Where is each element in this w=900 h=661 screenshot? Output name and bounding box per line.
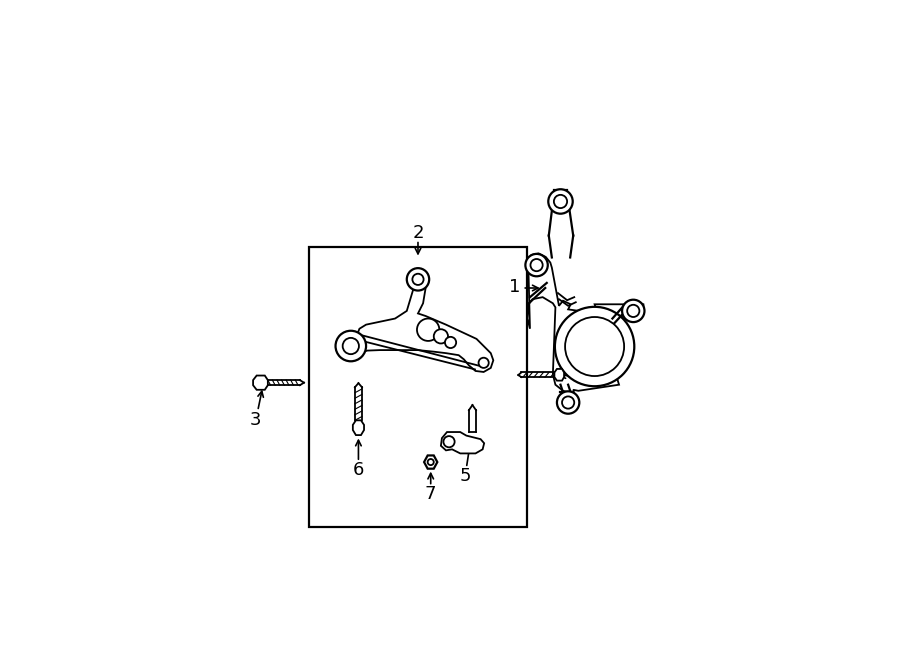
Polygon shape: [424, 455, 437, 469]
Circle shape: [554, 195, 567, 208]
Circle shape: [407, 268, 429, 291]
Circle shape: [548, 189, 572, 214]
Circle shape: [627, 305, 639, 317]
Circle shape: [336, 330, 366, 362]
Circle shape: [417, 319, 439, 341]
Polygon shape: [554, 369, 564, 381]
Text: 5: 5: [459, 467, 471, 485]
Circle shape: [412, 274, 424, 285]
Circle shape: [526, 254, 548, 276]
Circle shape: [343, 338, 359, 354]
Circle shape: [557, 391, 580, 414]
Text: 6: 6: [353, 461, 364, 479]
Bar: [309, 247, 527, 527]
Polygon shape: [253, 375, 268, 390]
Circle shape: [428, 459, 434, 465]
Circle shape: [444, 436, 454, 447]
Circle shape: [434, 329, 448, 344]
Polygon shape: [353, 420, 364, 435]
Circle shape: [445, 337, 456, 348]
Circle shape: [530, 259, 543, 271]
Polygon shape: [526, 253, 644, 393]
Circle shape: [565, 317, 624, 376]
Circle shape: [562, 397, 574, 408]
Circle shape: [555, 307, 634, 386]
Circle shape: [622, 299, 644, 322]
Text: 7: 7: [425, 485, 436, 503]
Text: 3: 3: [249, 411, 261, 430]
Polygon shape: [441, 432, 484, 453]
Polygon shape: [340, 279, 493, 372]
Circle shape: [479, 358, 489, 368]
Text: 4: 4: [574, 367, 586, 385]
Text: 2: 2: [412, 224, 424, 242]
Text: 1: 1: [509, 278, 520, 296]
